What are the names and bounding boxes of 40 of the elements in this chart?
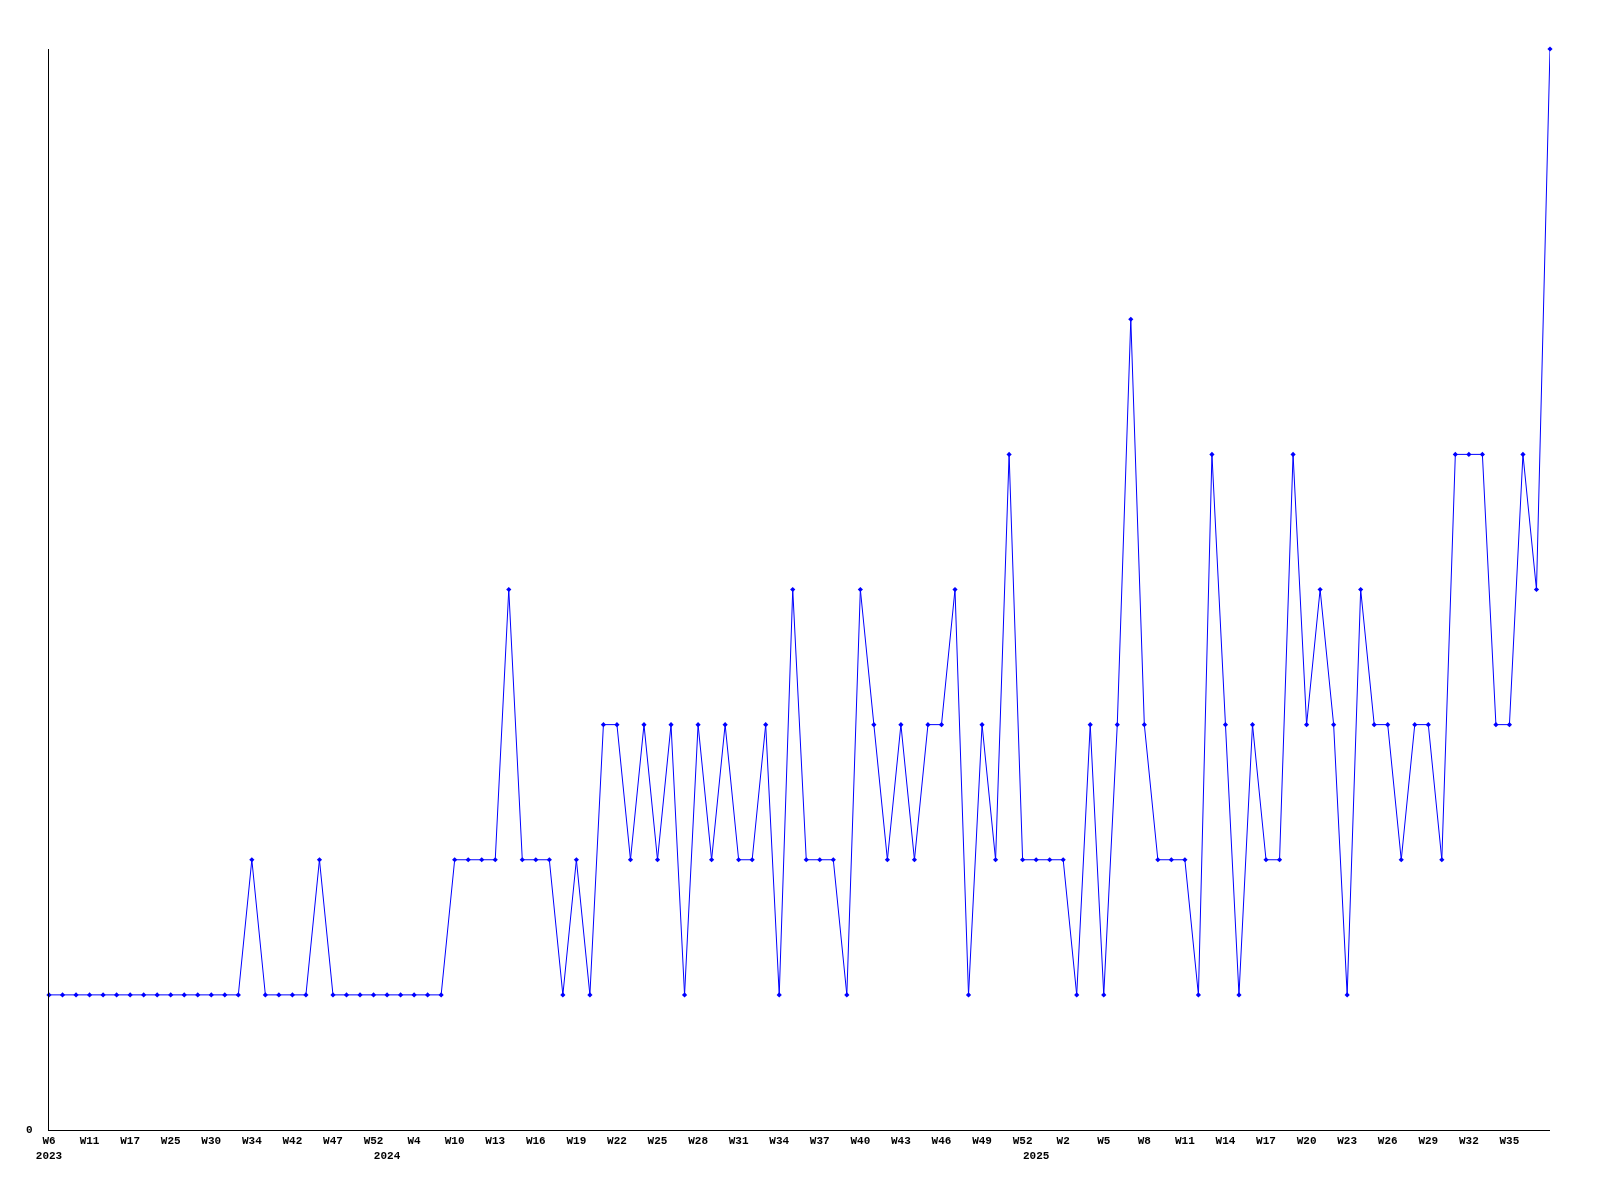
x-tick-label: W23 bbox=[1337, 1135, 1358, 1148]
x-tick-label: W4 bbox=[407, 1135, 422, 1148]
x-tick-label: W47 bbox=[323, 1135, 343, 1148]
x-tick-label: W13 bbox=[485, 1135, 506, 1148]
x-tick-label: W35 bbox=[1499, 1135, 1520, 1148]
x-tick-label: W31 bbox=[728, 1135, 749, 1148]
x-tick-label: 2025 bbox=[1022, 1149, 1050, 1162]
x-tick-label: W6 2023 bbox=[35, 1135, 63, 1162]
text: 0 bbox=[26, 1124, 33, 1136]
x-tick-label: W2 bbox=[1056, 1135, 1070, 1148]
x-tick-label: W17 bbox=[120, 1135, 141, 1148]
x-tick-label: W5 bbox=[1097, 1135, 1111, 1148]
x-tick-label: W11 bbox=[79, 1135, 100, 1148]
x-tick-label: W52 bbox=[1012, 1135, 1033, 1148]
x-tick-label: W8 bbox=[1137, 1135, 1152, 1148]
x-tick-label: W14 bbox=[1215, 1135, 1236, 1148]
x-tick-label: W29 bbox=[1418, 1135, 1439, 1148]
x-tick-label: W16 bbox=[525, 1135, 546, 1148]
x-tick-label: W42 bbox=[282, 1135, 303, 1148]
x-tick-label: W32 bbox=[1458, 1135, 1479, 1148]
x-tick-label: W25 bbox=[160, 1135, 181, 1148]
x-tick-label: W40 bbox=[850, 1135, 871, 1148]
x-tick-label: W43 bbox=[891, 1135, 912, 1148]
x-tick-label: W52 bbox=[363, 1135, 384, 1148]
x-tick-label: W34 bbox=[769, 1135, 790, 1148]
x-tick-label: W17 bbox=[1256, 1135, 1276, 1148]
x-tick-label: W22 bbox=[607, 1135, 627, 1148]
x-tick-label: W34 bbox=[241, 1135, 263, 1148]
x-tick-label: W37 bbox=[809, 1135, 830, 1148]
x-tick-label: W25 bbox=[647, 1135, 668, 1148]
x-tick-label: W30 bbox=[201, 1135, 222, 1148]
x-tick-label: W11 bbox=[1174, 1135, 1196, 1148]
x-tick-label: W19 bbox=[566, 1135, 587, 1148]
x-tick-label: W46 bbox=[931, 1135, 952, 1148]
x-tick-label: W28 bbox=[688, 1135, 709, 1148]
x-tick-label: 2024 bbox=[373, 1149, 401, 1162]
x-tick-label: W20 bbox=[1296, 1135, 1317, 1148]
x-tick-label: W10 bbox=[444, 1135, 465, 1148]
x-tick-label: W26 bbox=[1377, 1135, 1398, 1148]
x-tick-label: W49 bbox=[972, 1135, 992, 1148]
